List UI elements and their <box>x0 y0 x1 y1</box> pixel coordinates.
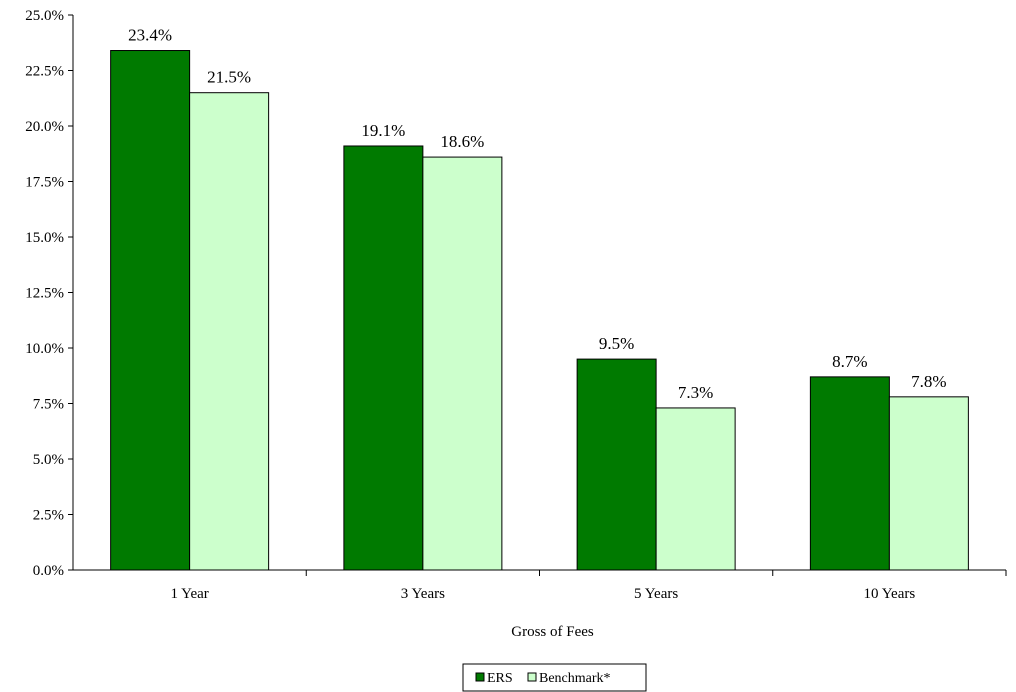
y-tick-label: 20.0% <box>25 119 64 135</box>
bar-benchmark-1 <box>422 156 503 571</box>
y-tick-label: 17.5% <box>25 175 64 191</box>
x-tick-label: 1 Year <box>170 586 208 602</box>
legend-swatch <box>475 672 485 682</box>
data-labels: 23.4% 21.5% 19.1% 18.6% 9.5% 7.3% 8.7% 7.8% <box>128 26 946 402</box>
y-tick-label: 15.0% <box>25 230 64 246</box>
data-label: 7.3% <box>678 383 713 402</box>
y-tick-label: 10.0% <box>25 341 64 357</box>
y-tick-label: 7.5% <box>33 397 64 413</box>
y-tick-label: 12.5% <box>25 286 64 302</box>
x-axis-ticks: 1 Year 3 Years 5 Years 10 Years <box>170 570 1007 602</box>
bar-ers-3 <box>809 376 890 571</box>
bars <box>110 50 969 571</box>
y-tick-label: 0.0% <box>33 563 64 579</box>
legend-box <box>462 663 647 692</box>
bar-benchmark-2 <box>655 407 736 571</box>
bar-benchmark-0 <box>189 92 270 571</box>
legend-swatch <box>527 672 537 682</box>
x-axis-title: Gross of Fees <box>511 624 594 640</box>
x-tick-label: 3 Years <box>401 586 445 602</box>
y-axis-ticks: 0.0% 2.5% 5.0% 7.5% 10.0% 12.5% 15.0% 17.5% 20.0… <box>25 8 73 579</box>
data-label: 7.8% <box>911 372 946 391</box>
data-label: 19.1% <box>361 121 405 140</box>
data-label: 8.7% <box>832 352 867 371</box>
x-tick-label: 10 Years <box>864 586 916 602</box>
legend: ERS Benchmark* <box>462 663 647 692</box>
bar-ers-0 <box>110 50 191 571</box>
data-label: 21.5% <box>207 68 251 87</box>
y-tick-label: 2.5% <box>33 508 64 524</box>
bar-ers-2 <box>576 358 657 571</box>
y-tick-label: 25.0% <box>25 8 64 24</box>
legend-label: ERS <box>487 671 513 686</box>
y-tick-label: 22.5% <box>25 64 64 80</box>
data-label: 9.5% <box>599 334 634 353</box>
data-label: 18.6% <box>440 132 484 151</box>
legend-label: Benchmark* <box>539 671 611 686</box>
data-label: 23.4% <box>128 26 172 45</box>
bar-benchmark-3 <box>888 396 969 571</box>
bar-ers-1 <box>343 145 424 571</box>
y-tick-label: 5.0% <box>33 452 64 468</box>
x-tick-label: 5 Years <box>634 586 678 602</box>
